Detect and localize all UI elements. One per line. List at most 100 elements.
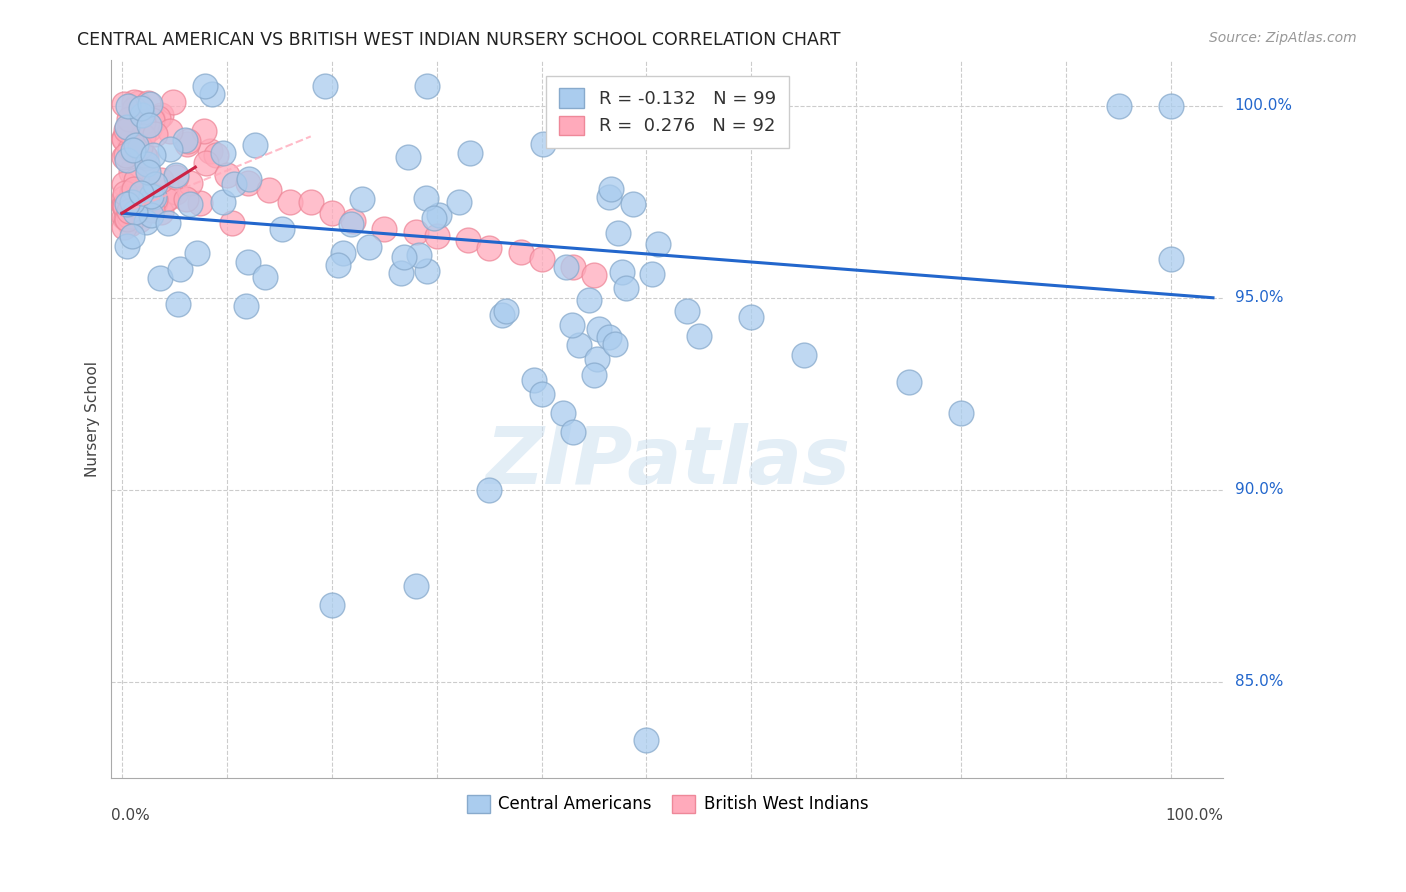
Point bbox=[740, 310, 762, 324]
Point bbox=[614, 280, 637, 294]
Point bbox=[165, 168, 187, 182]
Point bbox=[328, 258, 350, 272]
Point bbox=[176, 136, 198, 151]
Point bbox=[112, 219, 135, 234]
Point bbox=[426, 229, 449, 244]
Point bbox=[118, 209, 141, 223]
Point bbox=[115, 122, 138, 136]
Point bbox=[139, 202, 162, 216]
Point bbox=[118, 122, 141, 136]
Point bbox=[174, 192, 197, 206]
Point bbox=[141, 113, 163, 128]
Point bbox=[408, 247, 430, 261]
Point bbox=[165, 186, 187, 200]
Point bbox=[495, 304, 517, 318]
Point bbox=[157, 216, 180, 230]
Point bbox=[449, 194, 471, 209]
Point bbox=[582, 368, 605, 382]
Point bbox=[342, 214, 364, 228]
Point bbox=[117, 212, 139, 227]
Point bbox=[688, 329, 710, 343]
Point bbox=[124, 103, 146, 117]
Point bbox=[128, 140, 150, 154]
Text: 90.0%: 90.0% bbox=[1234, 483, 1284, 498]
Y-axis label: Nursery School: Nursery School bbox=[86, 360, 100, 476]
Point bbox=[149, 271, 172, 285]
Point bbox=[139, 188, 162, 202]
Point bbox=[238, 171, 260, 186]
Point bbox=[224, 177, 246, 191]
Point bbox=[118, 205, 141, 219]
Point bbox=[112, 198, 135, 212]
Point bbox=[562, 425, 585, 440]
Point bbox=[416, 79, 439, 94]
Point bbox=[321, 598, 343, 612]
Point bbox=[122, 182, 145, 196]
Point bbox=[156, 191, 179, 205]
Point bbox=[551, 406, 574, 420]
Point bbox=[112, 130, 135, 145]
Point bbox=[332, 245, 354, 260]
Point bbox=[478, 241, 501, 255]
Point bbox=[509, 244, 531, 259]
Point bbox=[118, 112, 141, 127]
Point bbox=[950, 406, 973, 420]
Point bbox=[321, 206, 343, 220]
Point bbox=[530, 252, 553, 267]
Point bbox=[359, 240, 381, 254]
Point bbox=[112, 150, 135, 164]
Point bbox=[132, 148, 155, 162]
Point bbox=[582, 268, 605, 282]
Point bbox=[793, 348, 815, 362]
Point bbox=[146, 111, 169, 125]
Point bbox=[205, 148, 228, 162]
Point bbox=[129, 194, 152, 209]
Point bbox=[128, 212, 150, 227]
Point bbox=[115, 153, 138, 167]
Point bbox=[131, 108, 153, 122]
Point bbox=[121, 194, 143, 209]
Point bbox=[114, 186, 136, 200]
Point bbox=[405, 226, 427, 240]
Point bbox=[1160, 252, 1182, 267]
Point bbox=[194, 156, 217, 170]
Point bbox=[554, 260, 576, 274]
Point bbox=[117, 203, 139, 218]
Point bbox=[253, 270, 276, 285]
Point bbox=[586, 351, 609, 366]
Legend: Central Americans, British West Indians: Central Americans, British West Indians bbox=[460, 788, 875, 820]
Point bbox=[373, 221, 395, 235]
Point bbox=[598, 190, 620, 204]
Point bbox=[243, 138, 266, 153]
Point bbox=[115, 196, 138, 211]
Point bbox=[115, 148, 138, 162]
Point bbox=[132, 128, 155, 143]
Point bbox=[138, 119, 160, 133]
Point bbox=[125, 137, 148, 152]
Point bbox=[215, 168, 238, 182]
Point bbox=[150, 204, 173, 219]
Point bbox=[179, 176, 201, 190]
Point bbox=[186, 246, 208, 260]
Point bbox=[159, 124, 181, 138]
Point bbox=[675, 304, 697, 318]
Point bbox=[1160, 98, 1182, 112]
Point bbox=[141, 202, 163, 217]
Point bbox=[120, 164, 142, 178]
Point bbox=[416, 264, 439, 278]
Point bbox=[155, 192, 177, 206]
Point bbox=[135, 162, 157, 177]
Point bbox=[129, 201, 152, 215]
Point bbox=[530, 386, 553, 401]
Point bbox=[174, 133, 197, 147]
Point bbox=[588, 322, 610, 336]
Point bbox=[176, 134, 198, 148]
Point bbox=[1108, 98, 1130, 112]
Point bbox=[396, 150, 419, 164]
Point bbox=[236, 255, 259, 269]
Text: 100.0%: 100.0% bbox=[1166, 808, 1223, 823]
Point bbox=[127, 96, 149, 111]
Point bbox=[143, 192, 166, 206]
Point bbox=[603, 336, 626, 351]
Point bbox=[389, 266, 412, 280]
